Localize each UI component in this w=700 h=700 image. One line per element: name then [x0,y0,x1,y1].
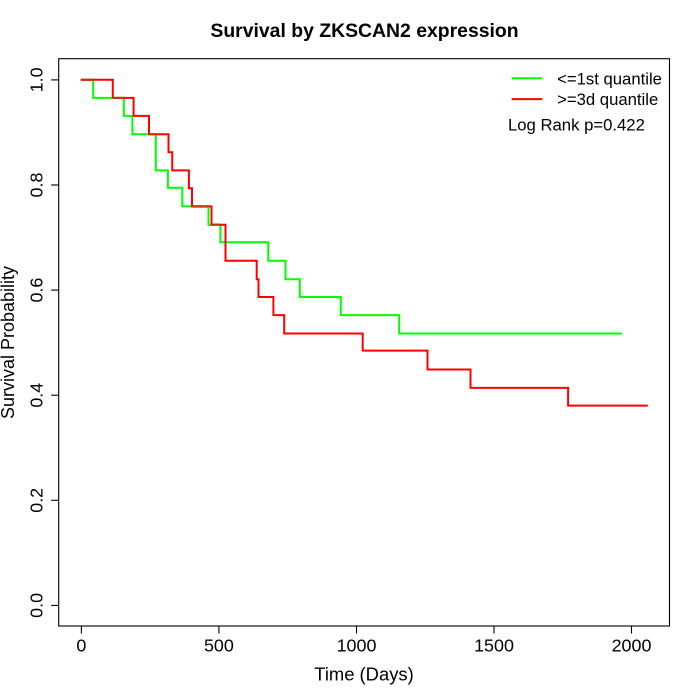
svg-text:500: 500 [204,635,234,655]
svg-text:>=3d quantile: >=3d quantile [557,90,658,109]
svg-text:Time (Days): Time (Days) [314,663,413,684]
svg-text:0.6: 0.6 [27,278,47,303]
svg-text:Log Rank p=0.422: Log Rank p=0.422 [508,116,645,135]
svg-text:1.0: 1.0 [27,67,47,92]
svg-text:0.2: 0.2 [27,488,47,513]
svg-text:2000: 2000 [612,635,652,655]
svg-text:0.0: 0.0 [27,593,47,618]
svg-text:0.4: 0.4 [27,383,47,408]
svg-text:0.8: 0.8 [27,173,47,198]
svg-text:0: 0 [76,635,86,655]
svg-text:Survival by ZKSCAN2 expression: Survival by ZKSCAN2 expression [210,20,518,42]
svg-text:Survival Probability: Survival Probability [0,266,18,419]
svg-text:<=1st quantile: <=1st quantile [557,69,662,88]
svg-text:1500: 1500 [474,635,514,655]
svg-text:1000: 1000 [337,635,377,655]
